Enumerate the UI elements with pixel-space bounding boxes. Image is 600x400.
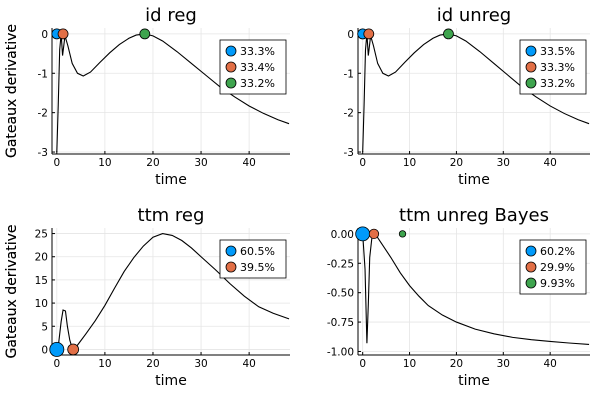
y-tick-label: -2 <box>38 108 48 120</box>
x-tick-label: 10 <box>403 157 416 169</box>
y-tick-label: -1.00 <box>327 346 354 358</box>
x-tick-label: 10 <box>98 358 111 370</box>
y-axis-label: Gateaux derivative <box>4 24 20 158</box>
legend-label: 29.9% <box>540 261 575 274</box>
legend-marker-green <box>525 277 537 289</box>
x-tick-label: 20 <box>450 157 463 169</box>
legend-label: 33.4% <box>240 61 275 74</box>
y-tick-label: -1 <box>38 68 48 80</box>
panel-1: 0 10 20 30 40 -3 -2 -1 0 id reg time Gateaux deriva… <box>4 5 290 188</box>
x-tick-label: 30 <box>194 358 207 370</box>
y-tick-label: -0.25 <box>327 258 354 270</box>
x-tick-label: 10 <box>98 157 111 169</box>
legend-marker-green <box>225 77 237 89</box>
x-tick-label: 0 <box>53 157 60 169</box>
data-point-orange <box>67 343 80 356</box>
data-point-blue <box>355 226 371 242</box>
x-axis-label: time <box>458 172 490 188</box>
x-tick-label: 10 <box>403 358 416 370</box>
y-tick-label: -0.50 <box>327 288 354 300</box>
legend-label: 33.2% <box>240 77 275 90</box>
data-point-orange <box>368 228 380 240</box>
legend-marker-blue <box>525 45 537 57</box>
legend-marker-orange <box>525 261 537 273</box>
panel-3: 0 10 20 30 40 0 5 10 15 20 25 ttm reg time Gateaux de… <box>4 205 290 389</box>
y-tick-label: 0 <box>347 29 354 41</box>
legend-marker-blue <box>225 245 237 257</box>
chart-title: ttm reg <box>138 205 205 226</box>
x-tick-label: 30 <box>194 157 207 169</box>
x-tick-label: 30 <box>497 157 510 169</box>
y-tick-label: 10 <box>35 298 48 310</box>
y-tick-label: 0.00 <box>331 229 354 241</box>
chart-title: id unreg <box>437 5 511 26</box>
y-tick-label: 0 <box>41 29 48 41</box>
legend-label: 39.5% <box>240 261 275 274</box>
data-point-orange <box>57 28 69 40</box>
panel-4: 0 10 20 30 40 -1.00 -0.75 -0.50 -0.25 0.00 ttm unr… <box>4 205 590 389</box>
panel-2: 0 10 20 30 40 -3 -2 -1 0 id unreg time Gateaux deri… <box>4 5 590 188</box>
chart-title: ttm unreg Bayes <box>399 205 549 226</box>
x-tick-label: 40 <box>242 358 255 370</box>
x-tick-label: 20 <box>450 358 463 370</box>
x-tick-label: 20 <box>146 157 159 169</box>
legend-label: 33.5% <box>540 45 575 58</box>
legend-marker-blue <box>525 245 537 257</box>
y-tick-label: -0.75 <box>327 317 354 329</box>
y-axis-label: Gateaux derivative <box>4 24 20 158</box>
series-curve <box>362 233 590 345</box>
legend-marker-orange <box>225 61 237 73</box>
legend-label: 60.5% <box>240 245 275 258</box>
data-point-blue <box>49 342 65 357</box>
legend-marker-orange <box>225 261 237 273</box>
x-axis-label: time <box>155 373 187 389</box>
x-tick-label: 40 <box>543 157 556 169</box>
legend-label: 33.3% <box>540 61 575 74</box>
x-tick-label: 30 <box>497 358 510 370</box>
x-tick-label: 40 <box>242 157 255 169</box>
y-axis-label: Gateaux derivative <box>4 224 20 358</box>
data-point-green <box>398 230 407 238</box>
legend-label: 60.2% <box>540 245 575 258</box>
y-tick-label: 20 <box>35 252 48 264</box>
legend-marker-orange <box>525 61 537 73</box>
y-tick-label: 0 <box>41 344 48 356</box>
data-point-green <box>139 28 151 40</box>
data-point-green <box>443 28 454 40</box>
x-tick-label: 40 <box>543 358 556 370</box>
x-tick-label: 0 <box>359 358 366 370</box>
y-tick-label: 15 <box>35 275 48 287</box>
legend-label: 33.2% <box>540 77 575 90</box>
legend-marker-green <box>525 77 537 89</box>
x-tick-label: 0 <box>53 358 60 370</box>
y-tick-label: 25 <box>35 229 48 241</box>
y-tick-label: -3 <box>38 147 48 159</box>
legend-marker-blue <box>225 45 237 57</box>
legend-label: 9.93% <box>540 277 575 290</box>
x-axis-label: time <box>458 373 490 389</box>
legend-label: 33.3% <box>240 45 275 58</box>
data-point-orange <box>363 28 375 40</box>
y-axis-label: Gateaux derivative <box>4 224 20 358</box>
x-tick-label: 20 <box>146 358 159 370</box>
y-tick-label: -2 <box>344 108 354 120</box>
chart-title: id reg <box>145 5 197 26</box>
y-tick-label: -3 <box>344 147 354 159</box>
y-tick-label: -1 <box>344 68 354 80</box>
x-axis-label: time <box>155 172 187 188</box>
y-tick-label: 5 <box>41 321 48 333</box>
x-tick-label: 0 <box>359 157 366 169</box>
